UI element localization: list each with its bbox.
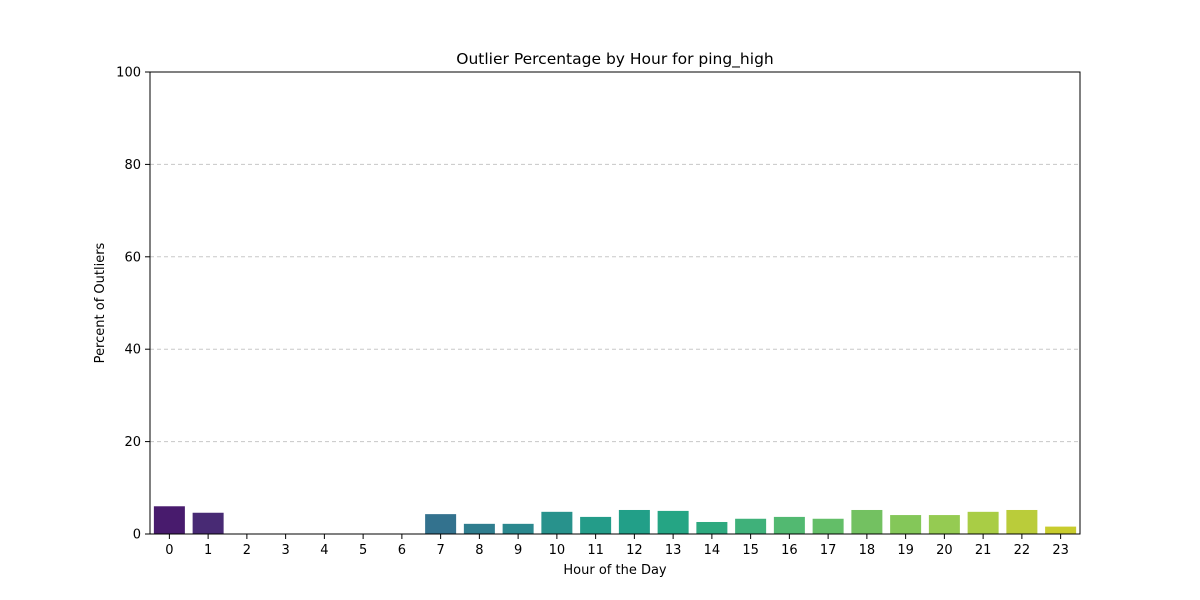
bar-hour-10 [541,511,573,534]
x-tick-label: 22 [1014,543,1031,558]
x-axis-label: Hour of the Day [563,563,667,578]
bar-hour-12 [618,509,650,534]
chart-title: Outlier Percentage by Hour for ping_high [456,50,773,69]
x-tick-label: 2 [243,543,251,558]
x-axis-ticks: 0 1 2 3 4 5 6 7 8 9 10 11 12 13 14 15 16 17 18 19 20 21 22 23 [165,534,1069,558]
x-tick-label: 14 [704,543,721,558]
x-tick-label: 12 [626,543,643,558]
x-tick-label: 16 [781,543,798,558]
y-tick-label: 40 [124,343,141,358]
bar-hour-18 [851,509,883,534]
plot-frame [149,71,1081,535]
x-tick-label: 1 [204,543,212,558]
x-tick-label: 18 [859,543,876,558]
x-tick-label: 4 [320,543,328,558]
y-gridlines [150,163,1080,443]
bar-hour-11 [580,516,612,534]
x-tick-label: 13 [665,543,682,558]
bar-hour-23 [1045,526,1077,534]
y-tick-label: 100 [116,66,141,81]
x-tick-label: 17 [820,543,837,558]
x-tick-label: 6 [398,543,406,558]
y-axis-ticks: 0 20 40 60 80 100 [116,66,150,543]
x-tick-label: 23 [1052,543,1069,558]
x-tick-label: 10 [549,543,566,558]
bar-hour-19 [890,515,922,534]
bar-hour-8 [463,523,495,534]
x-tick-label: 9 [514,543,522,558]
x-tick-label: 0 [165,543,173,558]
y-tick-label: 80 [124,158,141,173]
bars-group [153,506,1077,534]
x-tick-label: 15 [742,543,759,558]
x-tick-label: 3 [281,543,289,558]
bar-hour-9 [502,523,534,534]
bar-hour-15 [735,518,767,534]
bar-hour-20 [928,515,960,534]
x-tick-label: 7 [436,543,444,558]
x-tick-label: 5 [359,543,367,558]
bar-hour-17 [812,518,844,534]
bar-hour-14 [696,521,728,534]
bar-hour-21 [967,511,999,534]
bar-hour-13 [657,510,689,534]
bar-hour-0 [153,506,185,534]
bar-hour-16 [773,516,805,534]
x-tick-label: 19 [897,543,914,558]
y-axis-label: Percent of Outliers [93,242,108,363]
x-tick-label: 20 [936,543,953,558]
x-tick-label: 21 [975,543,992,558]
y-tick-label: 20 [124,435,141,450]
bar-hour-1 [192,512,224,534]
y-tick-label: 0 [133,528,141,543]
y-tick-label: 60 [124,250,141,265]
bar-hour-22 [1006,509,1038,534]
x-tick-label: 11 [587,543,604,558]
bar-hour-7 [425,514,457,534]
x-tick-label: 8 [475,543,483,558]
